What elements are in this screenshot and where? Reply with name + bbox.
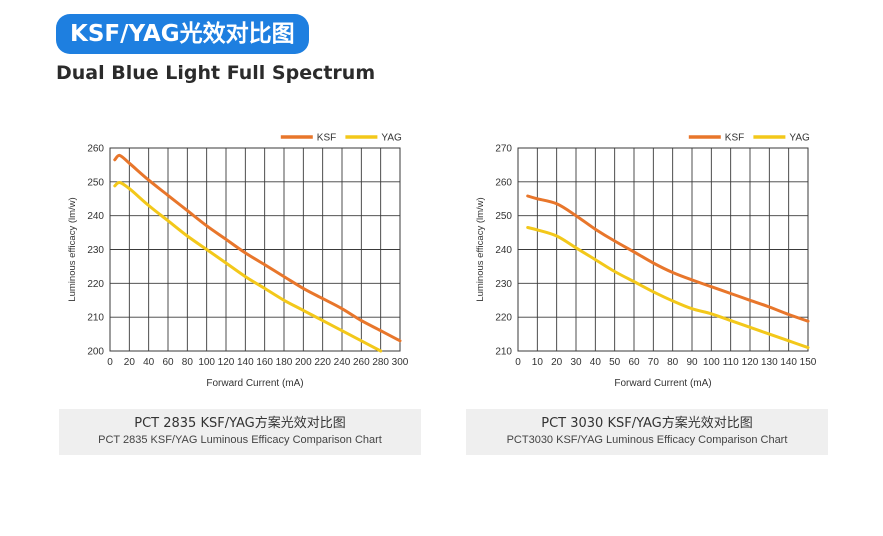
legend-label-ksf: KSF — [725, 133, 744, 144]
x-tick-label: 40 — [590, 357, 602, 368]
y-tick-label: 230 — [87, 245, 104, 256]
caption-en: PCT3030 KSF/YAG Luminous Efficacy Compar… — [506, 434, 788, 446]
x-tick-label: 150 — [800, 357, 817, 368]
x-tick-label: 110 — [723, 357, 739, 368]
x-tick-label: 130 — [761, 357, 778, 368]
x-tick-label: 140 — [780, 357, 797, 368]
y-tick-label: 260 — [495, 177, 512, 188]
x-tick-label: 70 — [648, 357, 660, 368]
legend-label-yag: YAG — [381, 133, 402, 144]
caption-pct3030: PCT 3030 KSF/YAG方案光效对比图 PCT3030 KSF/YAG … — [466, 409, 828, 455]
caption-en: PCT 2835 KSF/YAG Luminous Efficacy Compa… — [98, 434, 382, 446]
y-axis-label: Luminous efficacy (lm/w) — [67, 197, 78, 301]
y-tick-label: 220 — [495, 313, 512, 324]
x-tick-label: 260 — [353, 357, 370, 368]
series-line-ksf — [526, 194, 810, 323]
y-tick-label: 200 — [87, 347, 104, 358]
x-tick-label: 60 — [628, 357, 640, 368]
x-tick-label: 60 — [162, 357, 174, 368]
y-tick-label: 270 — [495, 144, 512, 155]
y-tick-label: 220 — [87, 279, 104, 290]
y-tick-label: 240 — [87, 211, 104, 222]
x-tick-label: 200 — [295, 357, 312, 368]
x-tick-label: 0 — [107, 357, 113, 368]
chart-pct3030: 0 10 20 30 40 50 60 70 80 90 100 110 120 130 140 150 210… — [475, 133, 817, 390]
x-tick-label: 120 — [742, 357, 759, 368]
series-line-ksf — [113, 153, 402, 343]
series-line-yag — [526, 226, 810, 350]
x-tick-label: 280 — [372, 357, 389, 368]
x-tick-label: 40 — [143, 357, 155, 368]
y-axis-label: Luminous efficacy (lm/w) — [475, 197, 486, 301]
x-tick-label: 50 — [609, 357, 621, 368]
series-line-yag — [113, 180, 383, 353]
x-tick-label: 180 — [276, 357, 293, 368]
y-tick-label: 260 — [87, 144, 104, 155]
x-tick-label: 160 — [256, 357, 273, 368]
x-axis-label: Forward Current (mA) — [614, 378, 711, 389]
page-subtitle: Dual Blue Light Full Spectrum — [56, 62, 376, 84]
y-tick-label: 210 — [495, 347, 512, 358]
x-tick-label: 100 — [703, 357, 720, 368]
x-tick-label: 120 — [218, 357, 235, 368]
x-tick-label: 220 — [314, 357, 331, 368]
x-tick-label: 80 — [182, 357, 194, 368]
y-tick-label: 210 — [87, 313, 104, 324]
chart-pct2835: 0 20 40 60 80 100 120 140 160 180 200 220 240 260 280 3… — [67, 133, 409, 390]
page-title-badge: KSF/YAG光效对比图 — [56, 14, 309, 54]
legend-label-ksf: KSF — [317, 133, 336, 144]
x-tick-label: 140 — [237, 357, 254, 368]
caption-pct2835: PCT 2835 KSF/YAG方案光效对比图 PCT 2835 KSF/YAG… — [59, 409, 421, 455]
x-tick-label: 80 — [667, 357, 679, 368]
y-tick-label: 250 — [495, 211, 512, 222]
y-tick-label: 240 — [495, 245, 512, 256]
x-tick-label: 90 — [686, 357, 698, 368]
x-tick-label: 0 — [515, 357, 521, 368]
legend-label-yag: YAG — [789, 133, 810, 144]
x-tick-label: 30 — [570, 357, 582, 368]
x-tick-label: 20 — [551, 357, 563, 368]
y-tick-label: 230 — [495, 279, 512, 290]
y-tick-label: 250 — [87, 177, 104, 188]
x-tick-label: 20 — [124, 357, 136, 368]
caption-zh: PCT 2835 KSF/YAG方案光效对比图 — [134, 416, 346, 431]
x-axis-label: Forward Current (mA) — [206, 378, 303, 389]
x-tick-label: 100 — [198, 357, 215, 368]
x-tick-label: 10 — [532, 357, 544, 368]
x-tick-label: 300 — [392, 357, 409, 368]
x-tick-label: 240 — [334, 357, 351, 368]
caption-zh: PCT 3030 KSF/YAG方案光效对比图 — [541, 416, 753, 431]
